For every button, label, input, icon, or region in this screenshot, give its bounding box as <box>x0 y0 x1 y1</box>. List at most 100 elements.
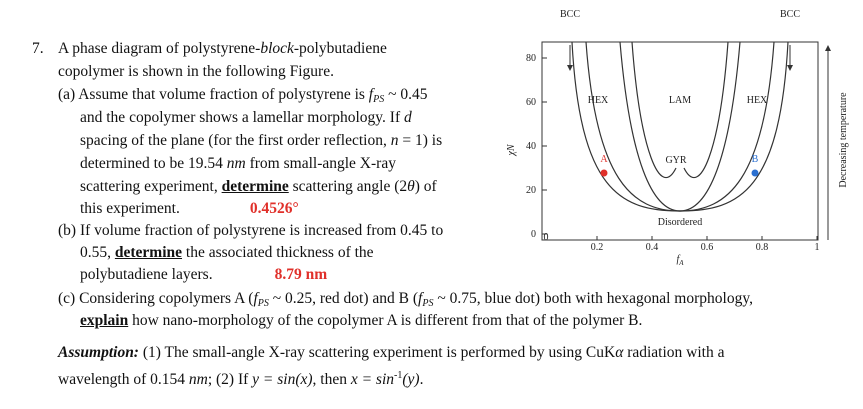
text-line: scattering experiment, determine scatter… <box>80 178 437 196</box>
phase-label: GYR <box>665 155 686 166</box>
text-line: Assumption: (1) The small-angle X-ray sc… <box>58 344 724 362</box>
text-run: (a) Assume that volume fraction of polys… <box>58 86 369 103</box>
text-line: spacing of the plane (for the first orde… <box>80 132 442 150</box>
y-tick-label: 20 <box>526 185 536 196</box>
text-run: block <box>260 40 294 57</box>
y-tick-label: 60 <box>526 97 536 108</box>
text-run: ; (2) If <box>207 371 253 388</box>
text-run: spacing of the plane (for the first orde… <box>80 132 391 149</box>
text-run: polybutadiene layers. <box>80 266 213 283</box>
curve <box>683 41 729 179</box>
x-tick-label: 0 <box>544 232 549 243</box>
text-run: (1) The small-angle X-ray scattering exp… <box>138 344 616 361</box>
text-run: n <box>390 132 399 149</box>
text-run: 0.55, <box>80 244 115 261</box>
text-run: x = sin <box>350 371 395 388</box>
text-line: and the copolymer shows a lamellar morph… <box>80 109 412 127</box>
point-label: A <box>600 154 608 165</box>
text-run: PS <box>422 298 434 309</box>
x-tick-label: 0.6 <box>701 242 714 253</box>
point-label: B <box>752 154 759 165</box>
text-run: d <box>403 109 412 126</box>
text-line: wavelength of 0.154 nm; (2) If y = sin(x… <box>58 367 423 389</box>
text-run: , then <box>312 371 351 388</box>
curve <box>619 41 741 212</box>
text-run: ~ 0.75, blue dot) both with hexagonal mo… <box>433 290 753 307</box>
text-line: (c) Considering copolymers A (fPS ~ 0.25… <box>58 290 753 313</box>
text-run: nm <box>226 155 246 172</box>
text-line: 7. A phase diagram of polystyrene-block-p… <box>32 40 387 58</box>
text-line: copolymer is shown in the following Figu… <box>58 63 334 81</box>
point-b <box>751 169 759 177</box>
text-line: explain how nano-morphology of the copol… <box>80 312 642 330</box>
point-a <box>600 169 608 177</box>
phase-label: LAM <box>669 95 691 106</box>
text-run: copolymer is shown in the following Figu… <box>58 63 334 80</box>
y-label: χN <box>506 143 517 156</box>
text-line: this experiment. 0.4526° <box>80 200 299 218</box>
text-run: α <box>615 344 624 361</box>
x-tick-label: 0.8 <box>756 242 769 253</box>
side-label: Decreasing temperature <box>838 92 849 188</box>
text-run: determine <box>114 244 183 261</box>
text-line: (a) Assume that volume fraction of polys… <box>58 86 427 109</box>
text-run: determined to be 19.54 <box>80 155 227 172</box>
x-label: fA <box>676 254 684 267</box>
text-run: (b) If volume fraction of polystyrene is… <box>58 222 444 239</box>
text-run: PS <box>257 298 269 309</box>
text-run: scattering experiment, <box>80 178 222 195</box>
answer: 0.4526° <box>249 200 299 217</box>
text-run: A phase diagram of polystyrene- <box>58 40 261 57</box>
text-run: Assumption: <box>58 344 139 361</box>
text-run: wavelength of 0.154 <box>58 371 189 388</box>
text-run: and the copolymer shows a lamellar morph… <box>80 109 404 126</box>
text-run: from small-angle X-ray <box>245 155 396 172</box>
text-run: -polybutadiene <box>293 40 387 57</box>
text-run: f <box>418 290 423 307</box>
x-tick-label: 1 <box>815 242 820 253</box>
answer: 8.79 nm <box>274 266 328 283</box>
text-run: f <box>253 290 258 307</box>
text-run: determine <box>221 178 289 195</box>
phase-label: HEX <box>747 95 768 106</box>
text-run: ~ 0.25, red dot) and B ( <box>268 290 419 307</box>
x-label-sub: A <box>678 259 684 267</box>
text-line: determined to be 19.54 nm from small-ang… <box>80 155 396 173</box>
plot-frame <box>541 41 819 241</box>
phase-label: HEX <box>588 95 609 106</box>
text-run: . <box>419 371 424 388</box>
text-run: ~ 0.45 <box>384 86 428 103</box>
text-run: 7. <box>32 40 44 57</box>
text-line: 0.55, determine the associated thickness… <box>80 244 374 262</box>
text-run: -1 <box>394 370 403 381</box>
curve <box>571 41 789 212</box>
text-run: explain <box>80 312 129 329</box>
text-run: = 1) is <box>398 132 443 149</box>
y-tick-label: 40 <box>526 141 536 152</box>
phase-label: Disordered <box>658 217 702 228</box>
y-tick-label: 80 <box>526 53 536 64</box>
text-run: y = sin(x) <box>252 371 313 388</box>
curve <box>631 41 677 179</box>
text-run: scattering angle (2 <box>288 178 408 195</box>
curve <box>585 41 775 212</box>
text-line: polybutadiene layers. 8.79 nm <box>80 266 327 284</box>
text-run: how nano-morphology of the copolymer A i… <box>128 312 643 329</box>
text-run: this experiment. <box>80 200 180 217</box>
text-line: (b) If volume fraction of polystyrene is… <box>58 222 443 240</box>
text-run: θ <box>407 178 415 195</box>
x-tick-label: 0.4 <box>646 242 659 253</box>
phase-label: BCC <box>560 9 580 20</box>
text-run: the associated thickness of the <box>182 244 374 261</box>
phase-label: BCC <box>780 9 800 20</box>
text-run: ) of <box>414 178 437 195</box>
x-tick-label: 0.2 <box>591 242 604 253</box>
text-run: nm <box>188 371 208 388</box>
text-run: (y) <box>402 371 420 388</box>
text-run: (c) Considering copolymers A ( <box>58 290 254 307</box>
text-run: PS <box>373 94 385 105</box>
text-run: f <box>368 86 374 103</box>
text-run: radiation with a <box>623 344 725 361</box>
